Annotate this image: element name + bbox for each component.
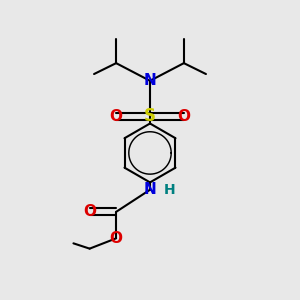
Text: S: S	[144, 107, 156, 125]
Text: O: O	[110, 109, 123, 124]
Text: N: N	[144, 73, 156, 88]
Text: O: O	[110, 231, 123, 246]
Text: O: O	[83, 204, 96, 219]
Text: O: O	[177, 109, 190, 124]
Text: N: N	[144, 182, 156, 197]
Text: H: H	[163, 183, 175, 197]
